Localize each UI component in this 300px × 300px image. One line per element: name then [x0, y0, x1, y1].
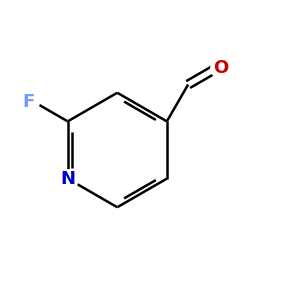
Text: F: F — [23, 93, 35, 111]
Text: O: O — [213, 59, 228, 77]
Text: N: N — [60, 169, 75, 188]
